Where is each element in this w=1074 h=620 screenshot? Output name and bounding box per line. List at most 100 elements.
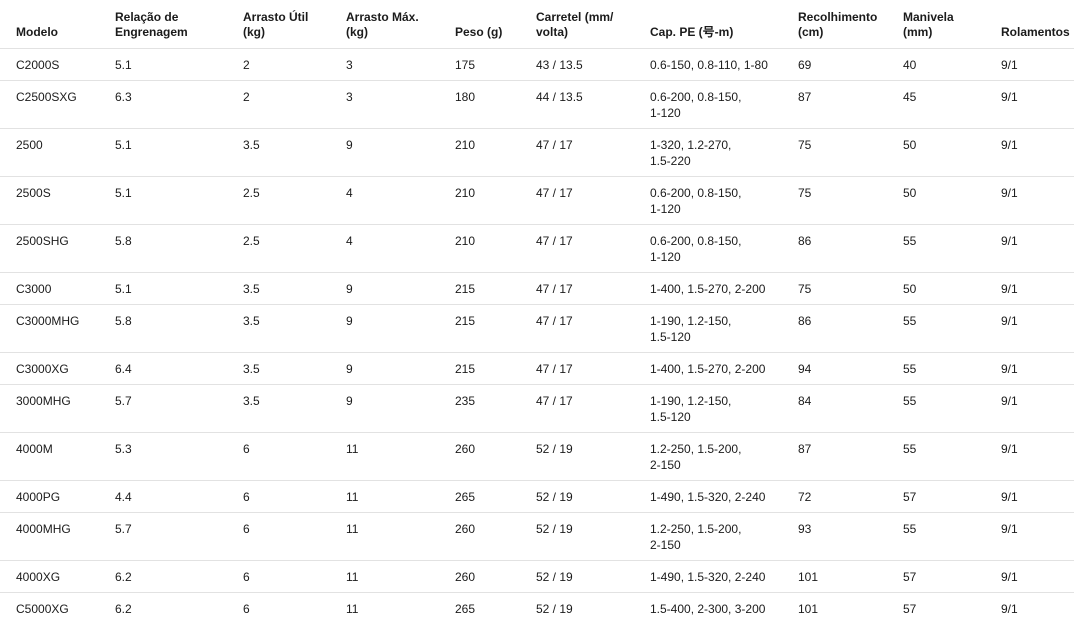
cell-recolhimento: 75 [798, 176, 903, 225]
cell-carretel: 47 / 17 [536, 128, 650, 177]
cell-manivela: 50 [903, 176, 1001, 225]
cell-manivela: 50 [903, 128, 1001, 177]
cell-cap-pe: 1.5-400, 2-300, 3-200 [650, 592, 798, 620]
cell-arrasto-max: 9 [346, 128, 455, 177]
column-header-rolamentos: Rolamentos [1001, 0, 1074, 49]
cell-manivela: 55 [903, 352, 1001, 385]
cell-rolamentos: 9/1 [1001, 80, 1074, 129]
cell-modelo: C5000XG [0, 592, 115, 620]
cell-modelo: 2500 [0, 128, 115, 177]
cell-relacao: 5.1 [115, 128, 243, 177]
cell-relacao: 6.2 [115, 560, 243, 593]
cell-peso: 210 [455, 128, 536, 177]
cell-rolamentos: 9/1 [1001, 128, 1074, 177]
cell-peso: 210 [455, 224, 536, 273]
cell-manivela: 55 [903, 384, 1001, 433]
cell-arrasto-max: 4 [346, 176, 455, 225]
cell-manivela: 57 [903, 560, 1001, 593]
column-header-arrasto-util: Arrasto Útil (kg) [243, 0, 346, 49]
cell-modelo: C3000 [0, 272, 115, 305]
cell-peso: 210 [455, 176, 536, 225]
cell-carretel: 47 / 17 [536, 352, 650, 385]
cell-modelo: 4000M [0, 432, 115, 481]
cell-recolhimento: 75 [798, 272, 903, 305]
cell-cap-pe: 0.6-150, 0.8-110, 1-80 [650, 48, 798, 81]
cell-cap-pe: 1.2-250, 1.5-200, 2-150 [650, 512, 798, 561]
cell-arrasto-max: 9 [346, 272, 455, 305]
cell-cap-pe: 1-400, 1.5-270, 2-200 [650, 352, 798, 385]
cell-rolamentos: 9/1 [1001, 480, 1074, 513]
cell-modelo: C3000XG [0, 352, 115, 385]
cell-arrasto-util: 2.5 [243, 176, 346, 225]
table-body: C2000S 5.1 2 3 175 43 / 13.5 0.6-150, 0.8-110,… [0, 48, 1074, 620]
cell-rolamentos: 9/1 [1001, 384, 1074, 433]
cell-carretel: 43 / 13.5 [536, 48, 650, 81]
cell-relacao: 6.4 [115, 352, 243, 385]
table-row: 4000XG 6.2 6 11 260 52 / 19 1-490, 1.5-320, 2-… [0, 560, 1074, 593]
cell-relacao: 5.7 [115, 384, 243, 433]
cell-carretel: 44 / 13.5 [536, 80, 650, 129]
cell-carretel: 47 / 17 [536, 176, 650, 225]
cell-cap-pe: 1-190, 1.2-150, 1.5-120 [650, 384, 798, 433]
cell-arrasto-max: 4 [346, 224, 455, 273]
cell-manivela: 55 [903, 304, 1001, 353]
table-row: C3000 5.1 3.5 9 215 47 / 17 1-400, 1.5-270, 2-… [0, 272, 1074, 305]
cell-arrasto-util: 6 [243, 480, 346, 513]
cell-carretel: 52 / 19 [536, 432, 650, 481]
table-row: C3000MHG 5.8 3.5 9 215 47 / 17 1-190, 1.2-150,… [0, 304, 1074, 353]
cell-cap-pe: 1-190, 1.2-150, 1.5-120 [650, 304, 798, 353]
cell-cap-pe: 0.6-200, 0.8-150, 1-120 [650, 80, 798, 129]
cell-recolhimento: 86 [798, 304, 903, 353]
cell-arrasto-max: 3 [346, 48, 455, 81]
table-header: Modelo Relação de Engrenagem Arrasto Úti… [0, 0, 1074, 49]
cell-rolamentos: 9/1 [1001, 272, 1074, 305]
cell-carretel: 52 / 19 [536, 480, 650, 513]
header-row: Modelo Relação de Engrenagem Arrasto Úti… [0, 0, 1074, 49]
table-row: 3000MHG 5.7 3.5 9 235 47 / 17 1-190, 1.2-150, … [0, 384, 1074, 433]
table-row: C3000XG 6.4 3.5 9 215 47 / 17 1-400, 1.5-270, … [0, 352, 1074, 385]
cell-arrasto-max: 9 [346, 352, 455, 385]
cell-peso: 260 [455, 560, 536, 593]
cell-manivela: 55 [903, 224, 1001, 273]
cell-relacao: 4.4 [115, 480, 243, 513]
cell-carretel: 47 / 17 [536, 384, 650, 433]
cell-cap-pe: 1-490, 1.5-320, 2-240 [650, 480, 798, 513]
cell-manivela: 45 [903, 80, 1001, 129]
cell-arrasto-max: 11 [346, 592, 455, 620]
column-header-arrasto-max: Arrasto Máx. (kg) [346, 0, 455, 49]
cell-arrasto-util: 2.5 [243, 224, 346, 273]
table-row: 2500 5.1 3.5 9 210 47 / 17 1-320, 1.2-270, 1.5… [0, 128, 1074, 177]
cell-peso: 180 [455, 80, 536, 129]
cell-rolamentos: 9/1 [1001, 176, 1074, 225]
cell-recolhimento: 93 [798, 512, 903, 561]
cell-modelo: C3000MHG [0, 304, 115, 353]
cell-relacao: 5.8 [115, 224, 243, 273]
cell-relacao: 5.8 [115, 304, 243, 353]
cell-manivela: 40 [903, 48, 1001, 81]
cell-modelo: 2500SHG [0, 224, 115, 273]
table-row: 4000M 5.3 6 11 260 52 / 19 1.2-250, 1.5-200, 2… [0, 432, 1074, 481]
cell-arrasto-util: 6 [243, 432, 346, 481]
cell-recolhimento: 86 [798, 224, 903, 273]
cell-relacao: 5.1 [115, 48, 243, 81]
table-row: C2500SXG 6.3 2 3 180 44 / 13.5 0.6-200, 0.8-15… [0, 80, 1074, 129]
table-row: C2000S 5.1 2 3 175 43 / 13.5 0.6-150, 0.8-110,… [0, 48, 1074, 81]
cell-arrasto-max: 11 [346, 560, 455, 593]
cell-arrasto-util: 3.5 [243, 304, 346, 353]
cell-modelo: 4000PG [0, 480, 115, 513]
cell-rolamentos: 9/1 [1001, 592, 1074, 620]
cell-arrasto-max: 11 [346, 480, 455, 513]
cell-carretel: 47 / 17 [536, 224, 650, 273]
cell-arrasto-util: 6 [243, 592, 346, 620]
cell-peso: 215 [455, 304, 536, 353]
cell-arrasto-max: 9 [346, 304, 455, 353]
cell-carretel: 47 / 17 [536, 304, 650, 353]
cell-cap-pe: 1-320, 1.2-270, 1.5-220 [650, 128, 798, 177]
table-row: 4000MHG 5.7 6 11 260 52 / 19 1.2-250, 1.5-200,… [0, 512, 1074, 561]
cell-modelo: C2000S [0, 48, 115, 81]
cell-arrasto-max: 11 [346, 512, 455, 561]
cell-peso: 215 [455, 272, 536, 305]
cell-arrasto-max: 11 [346, 432, 455, 481]
